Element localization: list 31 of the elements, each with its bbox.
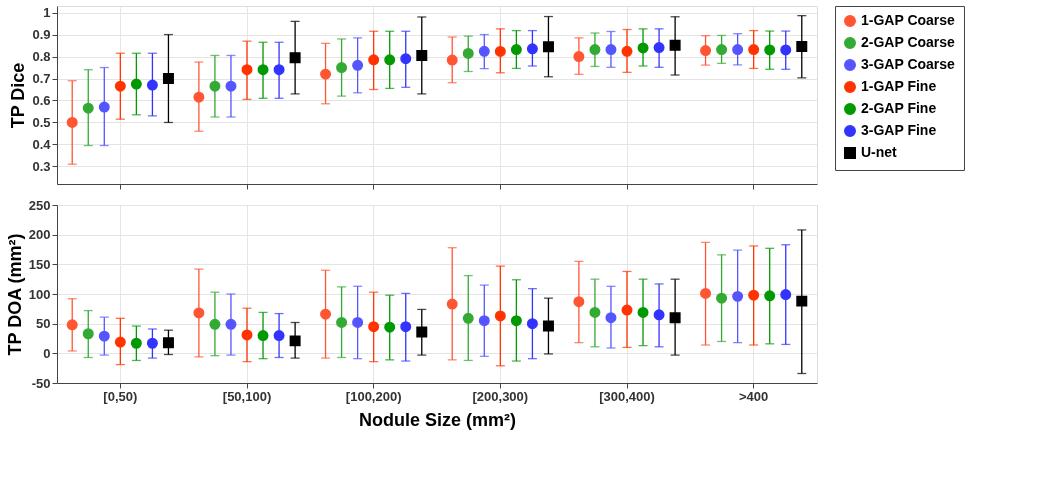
y-tick-label: 200 <box>28 227 51 243</box>
x-tick-label: [100,200) <box>345 388 402 404</box>
x-tick-label: [0,50) <box>103 388 138 404</box>
y-tick-label: 0.7 <box>32 71 51 87</box>
legend-label: 3-GAP Fine <box>861 122 937 138</box>
y-tick-label: 0 <box>43 345 51 361</box>
legend-label: 2-GAP Coarse <box>861 34 956 50</box>
x-tick-label: [300,400) <box>599 388 655 404</box>
y-tick-label: 50 <box>36 316 51 332</box>
y-tick-label: 0.8 <box>32 49 51 65</box>
y-tick-label: 0.5 <box>32 114 51 130</box>
y-tick-label: 0.4 <box>32 136 52 152</box>
y-tick-label: 0.3 <box>32 158 51 174</box>
y-axis-title: TP DOA (mm²) <box>4 233 25 356</box>
y-axis-title: TP Dice <box>8 62 29 129</box>
y-tick-label: 150 <box>28 256 51 272</box>
y-tick-label: 1 <box>43 5 51 21</box>
y-tick-label: 250 <box>28 197 51 213</box>
y-tick-label: -50 <box>31 375 51 391</box>
legend-label: U-net <box>861 144 898 160</box>
legend-label: 3-GAP Coarse <box>861 56 956 72</box>
legend-label: 2-GAP Fine <box>861 100 937 116</box>
legend-label: 1-GAP Coarse <box>861 12 956 28</box>
x-axis-title: Nodule Size (mm²) <box>358 409 517 430</box>
x-tick-label: [200,300) <box>472 388 529 404</box>
x-tick-label: [50,100) <box>222 388 272 404</box>
y-tick-label: 0.9 <box>32 27 51 43</box>
y-tick-label: 100 <box>28 286 51 302</box>
legend-label: 1-GAP Fine <box>861 78 937 94</box>
x-tick-label: >400 <box>739 388 769 404</box>
y-tick-label: 0.6 <box>32 92 51 108</box>
